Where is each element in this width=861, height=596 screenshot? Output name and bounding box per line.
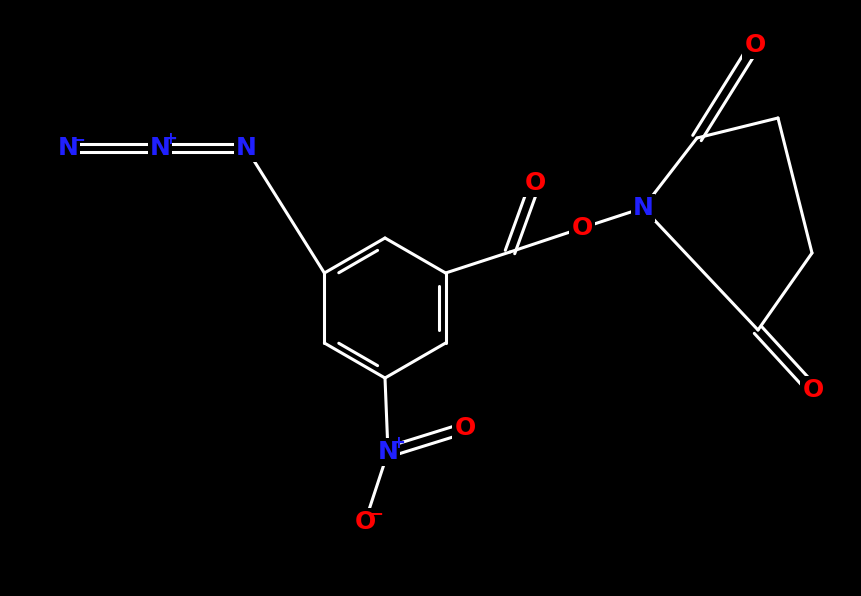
Text: O: O bbox=[744, 33, 765, 57]
Text: N: N bbox=[377, 440, 398, 464]
Text: O: O bbox=[802, 378, 822, 402]
Text: N: N bbox=[235, 136, 256, 160]
Text: −: − bbox=[71, 130, 85, 148]
Text: +: + bbox=[391, 434, 405, 452]
Text: O: O bbox=[571, 216, 592, 240]
Text: O: O bbox=[354, 510, 375, 534]
Text: +: + bbox=[163, 130, 177, 148]
Text: −: − bbox=[369, 504, 382, 522]
Text: O: O bbox=[454, 416, 475, 440]
Text: N: N bbox=[58, 136, 78, 160]
Text: N: N bbox=[150, 136, 170, 160]
Text: O: O bbox=[523, 171, 545, 195]
Text: N: N bbox=[632, 196, 653, 220]
